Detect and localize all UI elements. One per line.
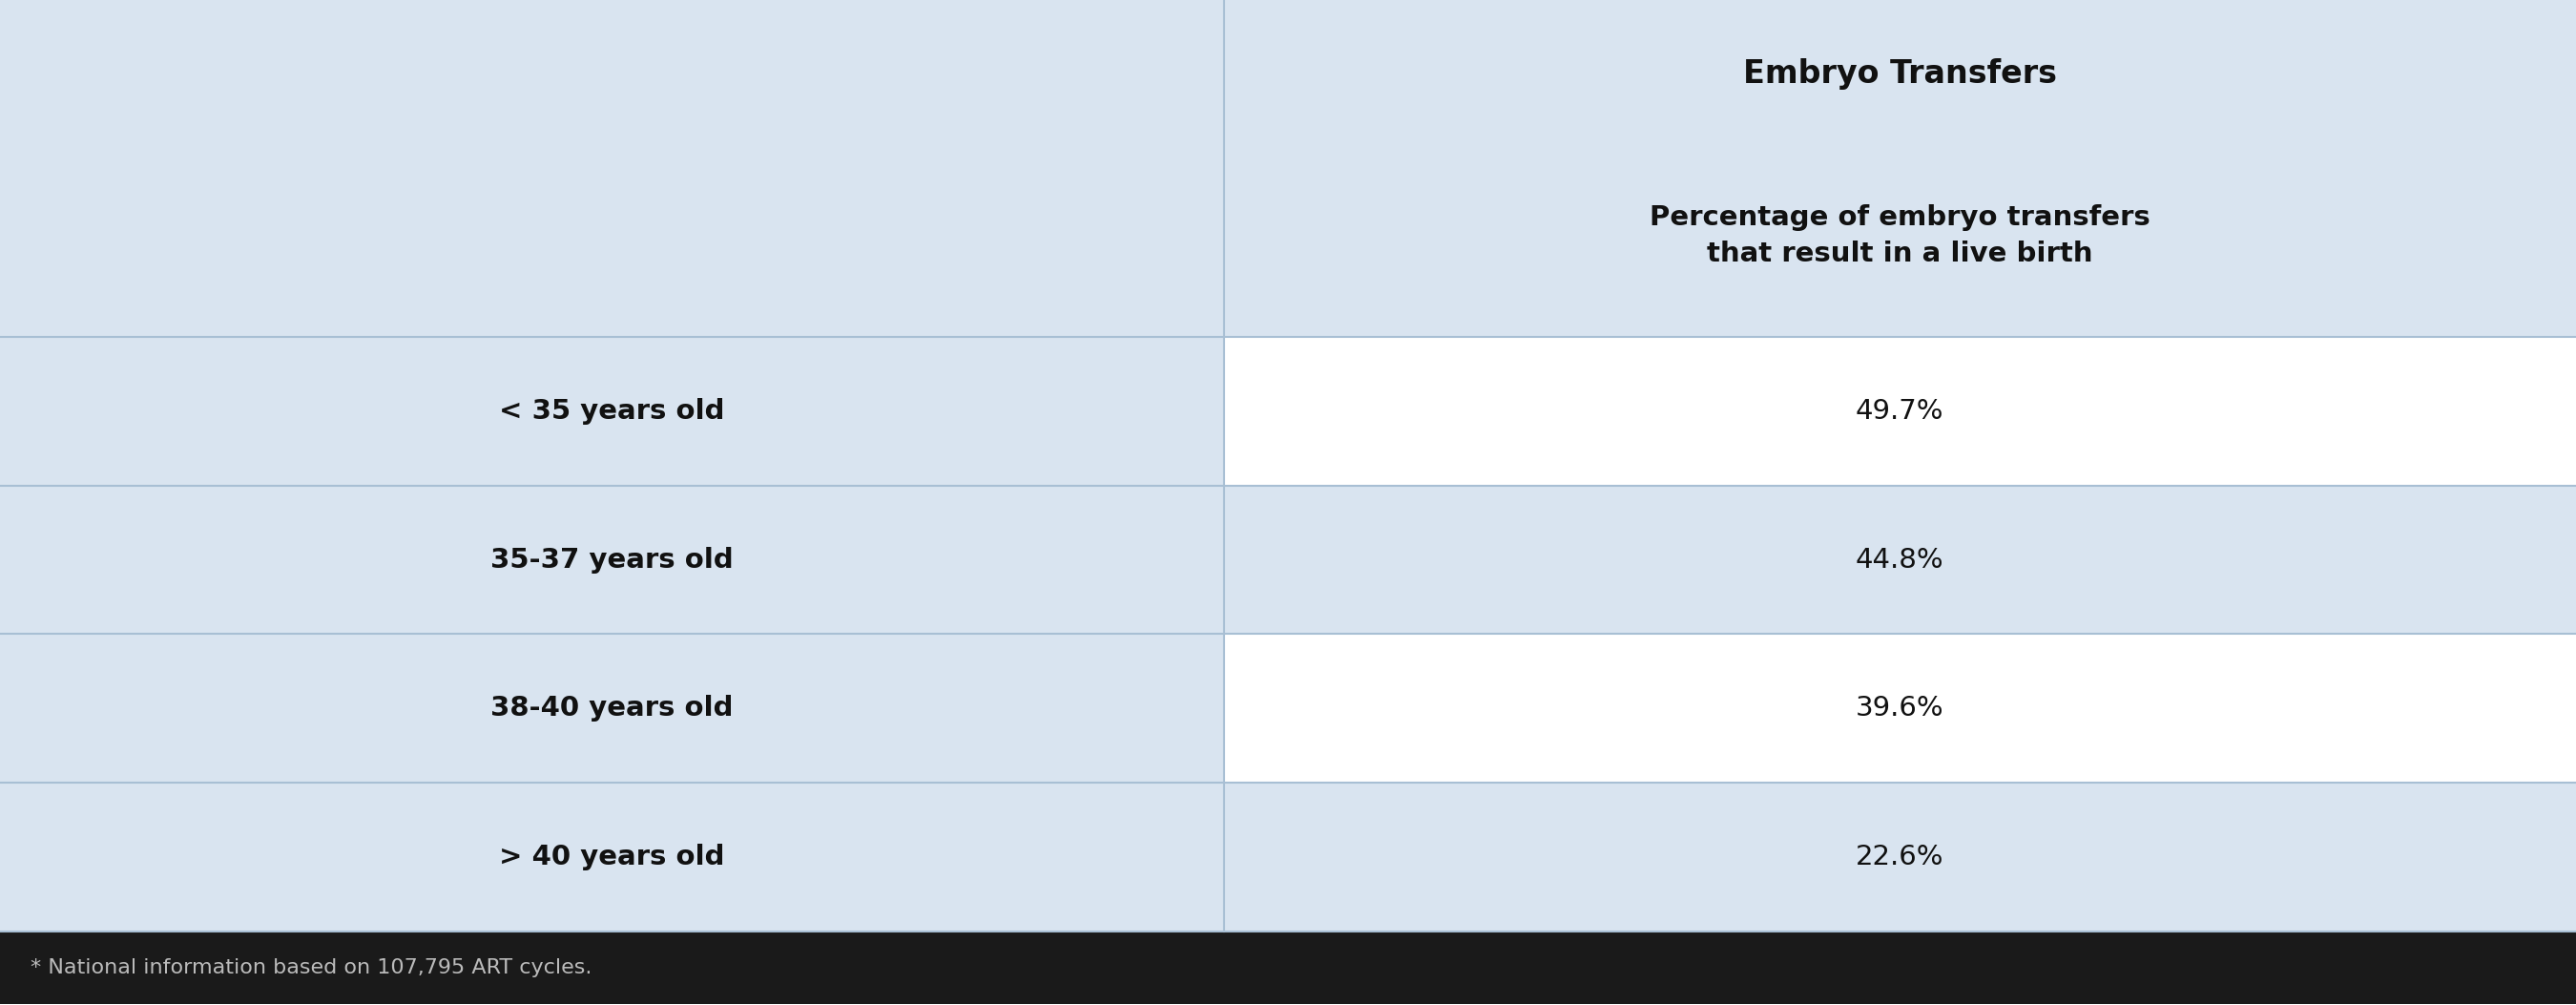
Bar bbox=[0, 485, 1224, 634]
Text: 44.8%: 44.8% bbox=[1855, 547, 1945, 573]
Bar bbox=[1224, 337, 2576, 485]
Text: 39.6%: 39.6% bbox=[1855, 695, 1945, 722]
Text: 35-37 years old: 35-37 years old bbox=[489, 547, 734, 573]
Bar bbox=[0, 932, 2576, 1004]
Bar bbox=[0, 0, 1224, 337]
Text: * National information based on 107,795 ART cycles.: * National information based on 107,795 … bbox=[31, 959, 592, 977]
Text: Percentage of embryo transfers
that result in a live birth: Percentage of embryo transfers that resu… bbox=[1649, 204, 2151, 267]
Bar bbox=[1224, 485, 2576, 634]
Text: Embryo Transfers: Embryo Transfers bbox=[1744, 58, 2056, 89]
Text: < 35 years old: < 35 years old bbox=[500, 398, 724, 424]
Text: 38-40 years old: 38-40 years old bbox=[489, 695, 734, 722]
Text: 22.6%: 22.6% bbox=[1855, 844, 1945, 870]
Bar bbox=[0, 783, 1224, 932]
Text: 49.7%: 49.7% bbox=[1855, 398, 1945, 424]
Bar bbox=[1224, 783, 2576, 932]
Text: > 40 years old: > 40 years old bbox=[500, 844, 724, 870]
Bar bbox=[1224, 0, 2576, 337]
Bar bbox=[0, 337, 1224, 485]
Bar bbox=[0, 634, 1224, 783]
Bar bbox=[1224, 634, 2576, 783]
